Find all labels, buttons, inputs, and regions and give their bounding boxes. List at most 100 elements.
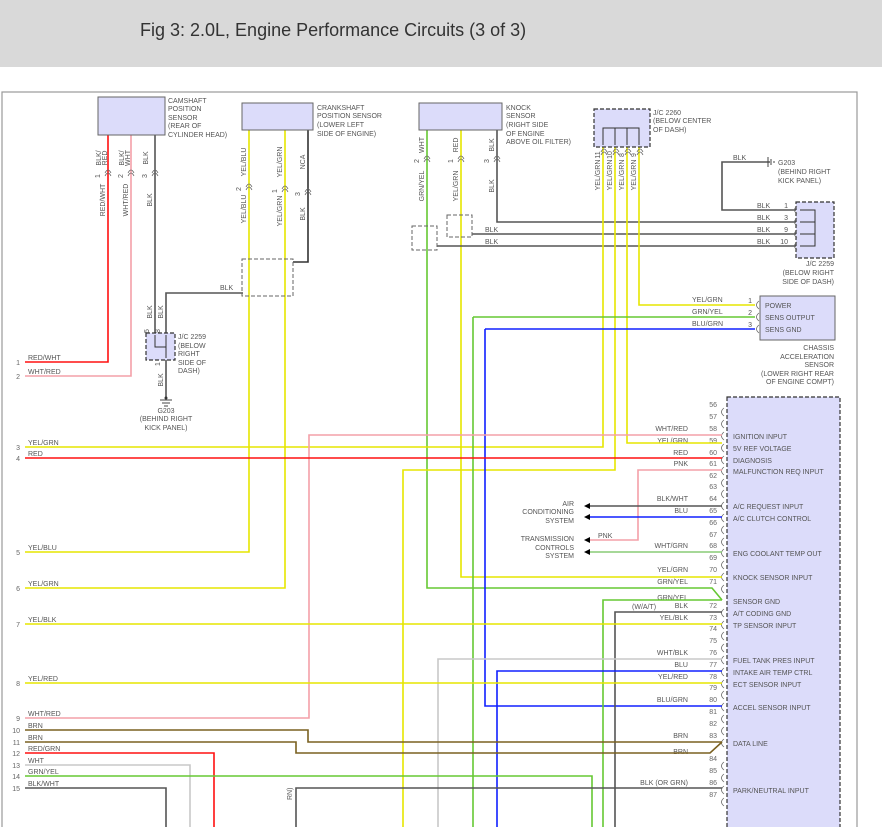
- svg-text:G203: G203: [778, 160, 795, 167]
- row-wire-label: GRN/YEL: [28, 769, 59, 776]
- wire-brn-83: [25, 729, 722, 743]
- label: YEL/GRN: [607, 160, 614, 191]
- wire-nca: [293, 130, 309, 263]
- label: YEL/GRN: [619, 160, 626, 191]
- ecm-pin-function: FUEL TANK PRES INPUT: [733, 658, 815, 665]
- svg-text:CRANKSHAFT: CRANKSHAFT: [317, 105, 365, 112]
- row-number: 15: [12, 786, 20, 793]
- ecm-pin-list: 56 57 58 WHT/RED IGNITION INPUT 59 YEL/GRN 5V R…: [640, 402, 824, 807]
- connector-icon: [721, 667, 725, 677]
- ecm-pin-wire: WHT/GRN: [655, 543, 688, 550]
- ecm-pin-wire: WHT/RED: [655, 426, 688, 433]
- label: BLK: [143, 151, 150, 165]
- svg-text:(LOWER LEFT: (LOWER LEFT: [317, 122, 365, 129]
- label: WHT: [125, 149, 132, 166]
- pin-number: 11: [595, 151, 602, 158]
- ecm-pin-number: 68: [709, 543, 717, 550]
- pin-number: 2: [236, 187, 243, 191]
- pin-number: 9: [784, 227, 788, 234]
- ecm-pin-number: 82: [709, 721, 717, 728]
- svg-text:(BEHIND RIGHT: (BEHIND RIGHT: [778, 169, 831, 176]
- figure-title: Fig 3: 2.0L, Engine Performance Circuits…: [140, 20, 527, 40]
- connector-icon: [721, 608, 725, 618]
- row-number: 1: [16, 360, 20, 367]
- ecm-pin-function: INTAKE AIR TEMP CTRL: [733, 670, 812, 677]
- ecm-pin-number: 59: [709, 438, 717, 445]
- svg-text:KICK PANEL): KICK PANEL): [144, 425, 187, 432]
- svg-text:J/C 2259: J/C 2259: [806, 261, 834, 268]
- label: YEL/BLU: [241, 195, 248, 224]
- ecm-pin-number: 81: [709, 709, 717, 716]
- connector-icon: [245, 183, 253, 191]
- ecm-pin-number: 83: [709, 733, 717, 740]
- connector-icon: [600, 148, 608, 156]
- row-wire-label: YEL/RED: [28, 676, 58, 683]
- ecm-pin-wire: BLK (OR GRN): [640, 780, 688, 787]
- wat-label: (W/A/T): [632, 604, 656, 611]
- ecm-pin-function: TP SENSOR INPUT: [733, 623, 797, 630]
- row-number: 13: [12, 763, 20, 770]
- ecm-pin-wire: BLK: [675, 603, 689, 610]
- svg-text:J/C 2259: J/C 2259: [178, 334, 206, 341]
- ecm-pin-number: 57: [709, 414, 717, 421]
- label: YEL/GRN: [277, 196, 284, 227]
- connector-icon: [721, 548, 725, 558]
- svg-text:SIDE OF: SIDE OF: [178, 360, 206, 367]
- svg-text:(BELOW RIGHT: (BELOW RIGHT: [783, 270, 835, 277]
- row-wire-label: RED: [28, 451, 43, 458]
- ecm-pin-wire: BLK/WHT: [657, 496, 689, 503]
- ecm-pin-wire: RED: [673, 450, 688, 457]
- row-wire-label: WHT: [28, 758, 45, 765]
- svg-text:(RIGHT SIDE: (RIGHT SIDE: [506, 122, 549, 129]
- pin-number: 8: [155, 329, 162, 333]
- row-wire-label: YEL/BLU: [28, 545, 57, 552]
- label: BLK/: [96, 150, 103, 165]
- ecm-pin-wire: BLU: [674, 508, 688, 515]
- ecm-pin-number: 66: [709, 520, 717, 527]
- connector-icon: [624, 148, 632, 156]
- svg-text:CONTROLS: CONTROLS: [535, 545, 574, 552]
- wire-shield-blk: [165, 292, 243, 333]
- ecm-pin-number: 80: [709, 697, 717, 704]
- pin-function: SENS OUTPUT: [765, 315, 816, 322]
- ecm-pin-function: A/C REQUEST INPUT: [733, 504, 804, 511]
- label: BLK/: [119, 150, 126, 165]
- pin-wire: YEL/GRN: [692, 297, 723, 304]
- ecm-pin-number: 60: [709, 450, 717, 457]
- jc2260-bus: [602, 127, 640, 145]
- connector-icon: [457, 155, 465, 163]
- ecm-pin-number: 70: [709, 567, 717, 574]
- connector-icon: [493, 155, 501, 163]
- pin-number: 1: [748, 298, 752, 305]
- ecm-pin-function: KNOCK SENSOR INPUT: [733, 575, 813, 582]
- connector-icon: [756, 300, 760, 310]
- wire-yel-grn-accel: [638, 147, 755, 306]
- label: BLK: [147, 193, 154, 207]
- row-number: 14: [12, 774, 20, 781]
- svg-text:KNOCK: KNOCK: [506, 105, 531, 112]
- jc2259-left-bus: [154, 335, 167, 358]
- connector-icon: [721, 655, 725, 665]
- row-number: 11: [13, 740, 20, 747]
- label: YEL/GRN: [595, 160, 602, 191]
- shield-blk-label: BLK: [220, 285, 234, 292]
- ecm-pin-function: MALFUNCTION REQ INPUT: [733, 469, 824, 476]
- accel-pins: YEL/GRN 1 POWER GRN/YEL 2 SENS OUTPUT BLU/GRN 3…: [692, 297, 816, 334]
- connector-icon: [281, 185, 289, 193]
- svg-text:POSITION: POSITION: [168, 106, 201, 113]
- connector-icon: [756, 312, 760, 322]
- camshaft-sensor: [97, 96, 166, 136]
- shielded-cable-knock-1: [411, 225, 438, 251]
- ecm-pin-function: SENSOR GND: [733, 599, 780, 606]
- connector-icon: [721, 679, 725, 689]
- label: YEL/GRN: [277, 147, 284, 178]
- wire-yel-grn-down: [402, 147, 616, 827]
- pin-number: 10: [607, 151, 614, 159]
- ecm-pin-function: ENG COOLANT TEMP OUT: [733, 551, 822, 558]
- label: YEL/GRN: [453, 171, 460, 202]
- connector-icon: [721, 620, 725, 630]
- svg-text:(LOWER RIGHT REAR: (LOWER RIGHT REAR: [761, 371, 834, 378]
- diagram-frame: [1, 91, 858, 827]
- g203-right-label: G203 (BEHIND RIGHT KICK PANEL): [778, 160, 831, 185]
- svg-text:RIGHT: RIGHT: [178, 351, 201, 358]
